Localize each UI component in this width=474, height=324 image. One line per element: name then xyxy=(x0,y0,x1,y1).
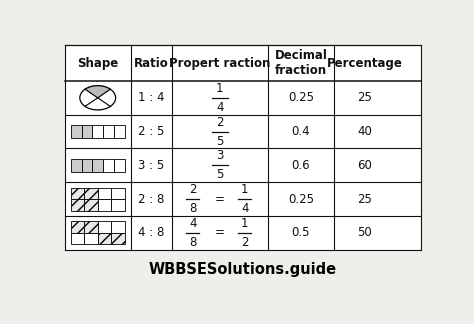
Bar xyxy=(98,199,111,211)
Text: 25: 25 xyxy=(357,91,373,104)
Bar xyxy=(114,125,125,138)
Text: 0.25: 0.25 xyxy=(288,91,314,104)
Bar xyxy=(84,233,98,244)
Text: 2 : 8: 2 : 8 xyxy=(138,192,164,205)
Bar xyxy=(111,188,125,199)
Text: 5: 5 xyxy=(216,168,223,181)
Bar xyxy=(84,199,98,211)
Text: 4: 4 xyxy=(216,101,224,114)
Text: Decimal
fraction: Decimal fraction xyxy=(274,49,327,77)
Text: 4 : 8: 4 : 8 xyxy=(138,226,164,239)
Text: 3: 3 xyxy=(216,149,223,162)
Text: Percentage: Percentage xyxy=(327,56,403,70)
Text: 40: 40 xyxy=(357,125,373,138)
Bar xyxy=(84,221,98,233)
Bar xyxy=(71,188,84,199)
Bar xyxy=(71,233,84,244)
Bar xyxy=(71,221,84,233)
Polygon shape xyxy=(85,86,110,98)
Bar xyxy=(103,159,114,172)
Text: 25: 25 xyxy=(357,192,373,205)
Text: 3 : 5: 3 : 5 xyxy=(138,159,164,172)
Bar xyxy=(111,221,125,233)
Text: 4: 4 xyxy=(189,217,197,230)
Bar xyxy=(98,221,111,233)
Text: Ratio: Ratio xyxy=(134,56,169,70)
Bar xyxy=(111,233,125,244)
Text: 5: 5 xyxy=(216,134,223,147)
Text: 0.25: 0.25 xyxy=(288,192,314,205)
Bar xyxy=(98,233,111,244)
Text: =: = xyxy=(215,192,225,205)
Text: 8: 8 xyxy=(189,202,197,215)
Text: 1 : 4: 1 : 4 xyxy=(138,91,164,104)
Text: Propert raction: Propert raction xyxy=(169,56,271,70)
Text: 2: 2 xyxy=(241,236,248,249)
Text: 2: 2 xyxy=(189,183,197,196)
Text: 0.4: 0.4 xyxy=(292,125,310,138)
Bar xyxy=(71,159,82,172)
Text: 1: 1 xyxy=(241,217,248,230)
Text: 0.5: 0.5 xyxy=(292,226,310,239)
Text: 60: 60 xyxy=(357,159,373,172)
Bar xyxy=(71,125,82,138)
Text: 8: 8 xyxy=(189,236,197,249)
Text: =: = xyxy=(215,226,225,239)
Bar xyxy=(71,199,84,211)
Bar xyxy=(82,125,92,138)
Bar xyxy=(111,199,125,211)
Text: 1: 1 xyxy=(216,82,224,95)
Text: 2 : 5: 2 : 5 xyxy=(138,125,164,138)
Text: 1: 1 xyxy=(241,183,248,196)
Text: 0.6: 0.6 xyxy=(292,159,310,172)
Text: 50: 50 xyxy=(357,226,373,239)
Text: Shape: Shape xyxy=(77,56,118,70)
Bar xyxy=(92,125,103,138)
Bar xyxy=(103,125,114,138)
Bar xyxy=(82,159,92,172)
Text: WBBSESolutions.guide: WBBSESolutions.guide xyxy=(149,262,337,277)
Text: 2: 2 xyxy=(216,116,224,129)
Bar xyxy=(65,45,421,250)
Bar xyxy=(98,188,111,199)
Bar xyxy=(92,159,103,172)
Bar xyxy=(84,188,98,199)
Bar xyxy=(114,159,125,172)
Text: 4: 4 xyxy=(241,202,248,215)
